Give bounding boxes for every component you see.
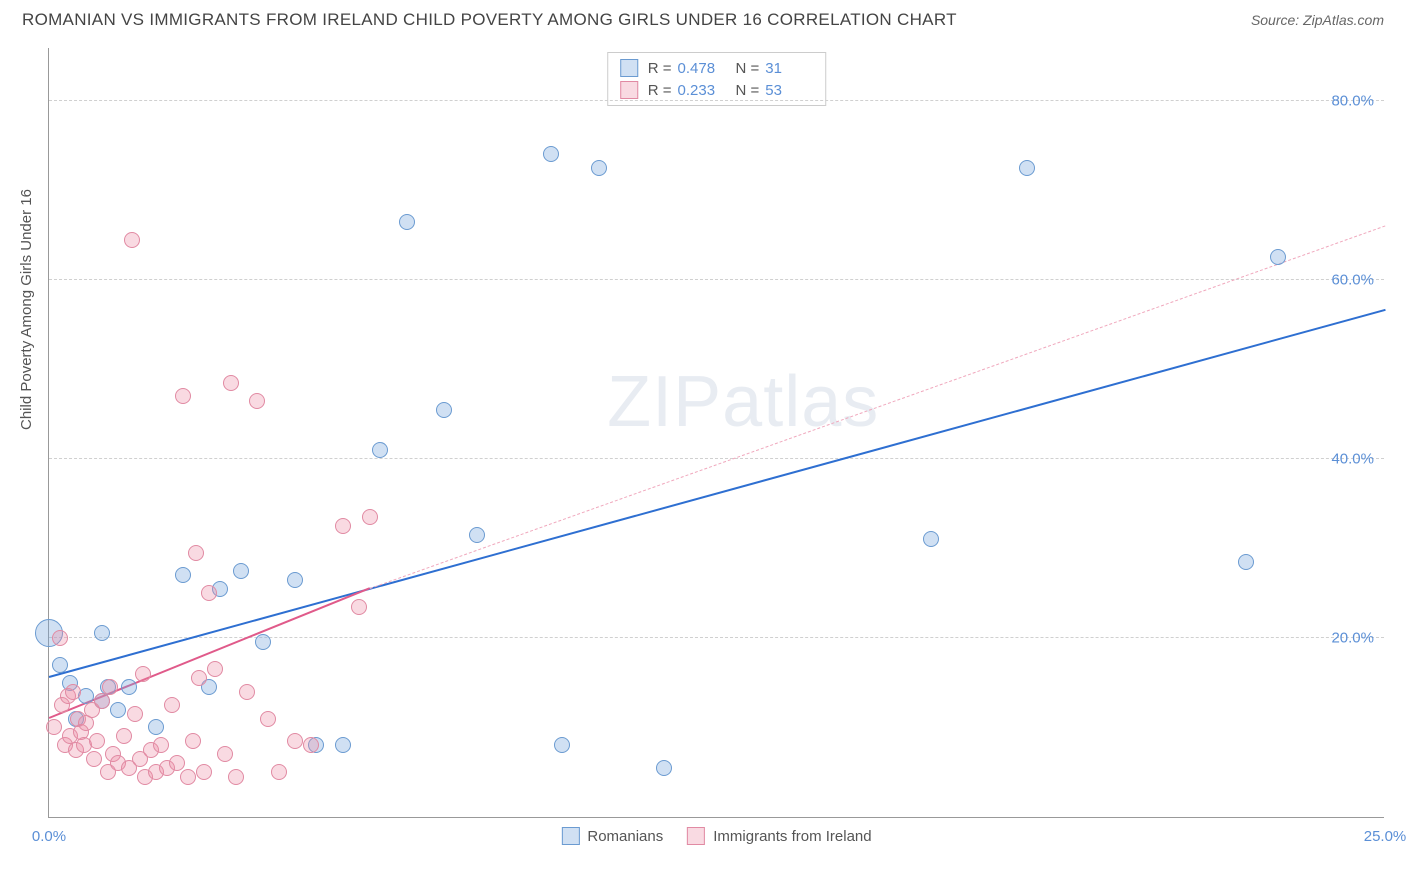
- data-point: [180, 769, 196, 785]
- legend-label-1: Romanians: [587, 828, 663, 845]
- data-point: [923, 531, 939, 547]
- data-point: [188, 545, 204, 561]
- y-tick-label: 40.0%: [1331, 450, 1374, 467]
- data-point: [175, 388, 191, 404]
- data-point: [86, 751, 102, 767]
- data-point: [335, 737, 351, 753]
- data-point: [399, 214, 415, 230]
- data-point: [335, 518, 351, 534]
- data-point: [239, 684, 255, 700]
- data-point: [656, 760, 672, 776]
- data-point: [135, 666, 151, 682]
- legend-swatch-series-2: [687, 827, 705, 845]
- data-point: [287, 572, 303, 588]
- legend-label-2: Immigrants from Ireland: [713, 828, 871, 845]
- legend-n-label: N =: [736, 60, 760, 77]
- watermark: ZIPatlas: [607, 361, 879, 443]
- data-point: [121, 679, 137, 695]
- x-tick-label: 25.0%: [1364, 828, 1406, 845]
- data-point: [127, 706, 143, 722]
- grid-line: [49, 100, 1384, 101]
- data-point: [554, 737, 570, 753]
- y-tick-label: 80.0%: [1331, 92, 1374, 109]
- grid-line: [49, 279, 1384, 280]
- data-point: [46, 719, 62, 735]
- legend-item-1: Romanians: [561, 827, 663, 845]
- data-point: [65, 684, 81, 700]
- title-bar: ROMANIAN VS IMMIGRANTS FROM IRELAND CHIL…: [0, 0, 1406, 38]
- data-point: [1270, 249, 1286, 265]
- data-point: [303, 737, 319, 753]
- data-point: [164, 697, 180, 713]
- legend-r-value-1: 0.478: [678, 60, 726, 77]
- data-point: [191, 670, 207, 686]
- x-tick-label: 0.0%: [32, 828, 66, 845]
- scatter-chart: ZIPatlas R = 0.478 N = 31 R = 0.233 N = …: [48, 48, 1384, 818]
- legend-r-value-2: 0.233: [678, 82, 726, 99]
- legend-n-value-2: 53: [765, 82, 813, 99]
- legend-stats-row-1: R = 0.478 N = 31: [620, 57, 814, 79]
- legend-stats-row-2: R = 0.233 N = 53: [620, 79, 814, 101]
- data-point: [207, 661, 223, 677]
- data-point: [469, 527, 485, 543]
- data-point: [94, 625, 110, 641]
- legend-swatch-2: [620, 81, 638, 99]
- legend-n-label: N =: [736, 82, 760, 99]
- data-point: [228, 769, 244, 785]
- legend-r-label: R =: [648, 60, 672, 77]
- watermark-bold: ZIP: [607, 362, 722, 442]
- watermark-thin: atlas: [722, 362, 879, 442]
- data-point: [249, 393, 265, 409]
- legend-swatch-series-1: [561, 827, 579, 845]
- data-point: [255, 634, 271, 650]
- data-point: [201, 585, 217, 601]
- chart-title: ROMANIAN VS IMMIGRANTS FROM IRELAND CHIL…: [22, 10, 957, 30]
- data-point: [1019, 160, 1035, 176]
- data-point: [52, 657, 68, 673]
- data-point: [102, 679, 118, 695]
- data-point: [351, 599, 367, 615]
- data-point: [233, 563, 249, 579]
- y-tick-label: 60.0%: [1331, 271, 1374, 288]
- source-label: Source: ZipAtlas.com: [1251, 12, 1384, 28]
- data-point: [89, 733, 105, 749]
- data-point: [116, 728, 132, 744]
- data-point: [591, 160, 607, 176]
- data-point: [196, 764, 212, 780]
- legend-series: Romanians Immigrants from Ireland: [561, 827, 871, 845]
- legend-stats: R = 0.478 N = 31 R = 0.233 N = 53: [607, 52, 827, 106]
- legend-swatch-1: [620, 59, 638, 77]
- data-point: [217, 746, 233, 762]
- grid-line: [49, 458, 1384, 459]
- data-point: [362, 509, 378, 525]
- legend-item-2: Immigrants from Ireland: [687, 827, 871, 845]
- data-point: [287, 733, 303, 749]
- data-point: [185, 733, 201, 749]
- data-point: [436, 402, 452, 418]
- legend-r-label: R =: [648, 82, 672, 99]
- data-point: [372, 442, 388, 458]
- data-point: [124, 232, 140, 248]
- data-point: [148, 719, 164, 735]
- data-point: [271, 764, 287, 780]
- data-point: [110, 702, 126, 718]
- data-point: [543, 146, 559, 162]
- data-point: [153, 737, 169, 753]
- data-point: [223, 375, 239, 391]
- y-tick-label: 20.0%: [1331, 629, 1374, 646]
- data-point: [52, 630, 68, 646]
- data-point: [175, 567, 191, 583]
- data-point: [1238, 554, 1254, 570]
- trend-line: [49, 309, 1386, 678]
- legend-n-value-1: 31: [765, 60, 813, 77]
- data-point: [260, 711, 276, 727]
- y-axis-label: Child Poverty Among Girls Under 16: [18, 189, 35, 430]
